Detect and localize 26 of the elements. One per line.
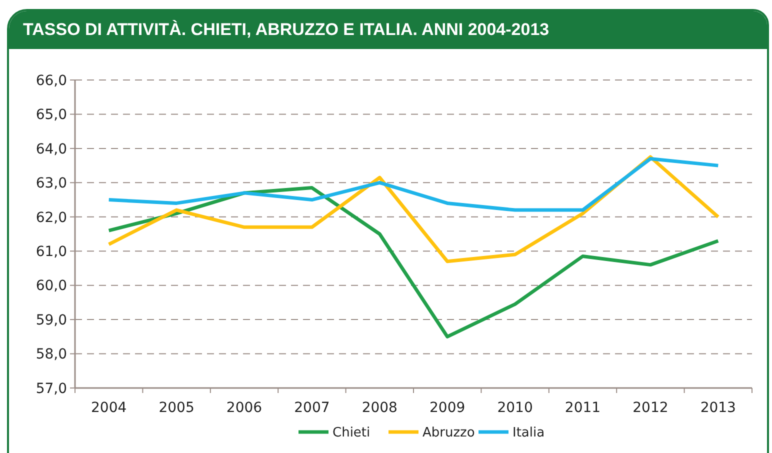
chart-title: TASSO DI ATTIVITÀ. CHIETI, ABRUZZO E ITALIA. ANNI 2004-2013 (23, 20, 550, 40)
y-tick-label: 66,0 (36, 72, 67, 89)
y-tick-label: 63,0 (36, 176, 67, 192)
line-series (107, 186, 720, 338)
legend-label: Italia (512, 426, 545, 441)
legend-label: Chieti (332, 426, 370, 441)
y-tick-label: 60,0 (36, 278, 67, 294)
y-tick-label: 62,0 (36, 210, 67, 226)
x-tick-label: 2008 (362, 400, 398, 416)
legend-label: Abruzzo (422, 426, 475, 441)
x-tick-label: 2006 (226, 400, 262, 416)
y-tick-label: 58,0 (36, 346, 67, 363)
x-tick-label: 2009 (430, 400, 466, 416)
line-series (107, 156, 720, 212)
x-tick-label: 2011 (564, 400, 601, 416)
y-tick-label: 59,0 (36, 312, 67, 328)
x-tick-label: 2010 (497, 400, 533, 416)
x-tick-label: 2005 (158, 400, 194, 416)
y-tick-label: 57,0 (36, 380, 67, 397)
y-tick-label: 64,0 (36, 141, 67, 158)
y-tick-label: 65,0 (36, 107, 67, 124)
x-tick-label: 2007 (294, 400, 330, 416)
x-tick-label: 2004 (91, 400, 127, 416)
y-tick-label: 61,0 (36, 244, 67, 260)
x-tick-label: 2012 (632, 400, 668, 416)
x-tick-label: 2013 (700, 400, 736, 416)
